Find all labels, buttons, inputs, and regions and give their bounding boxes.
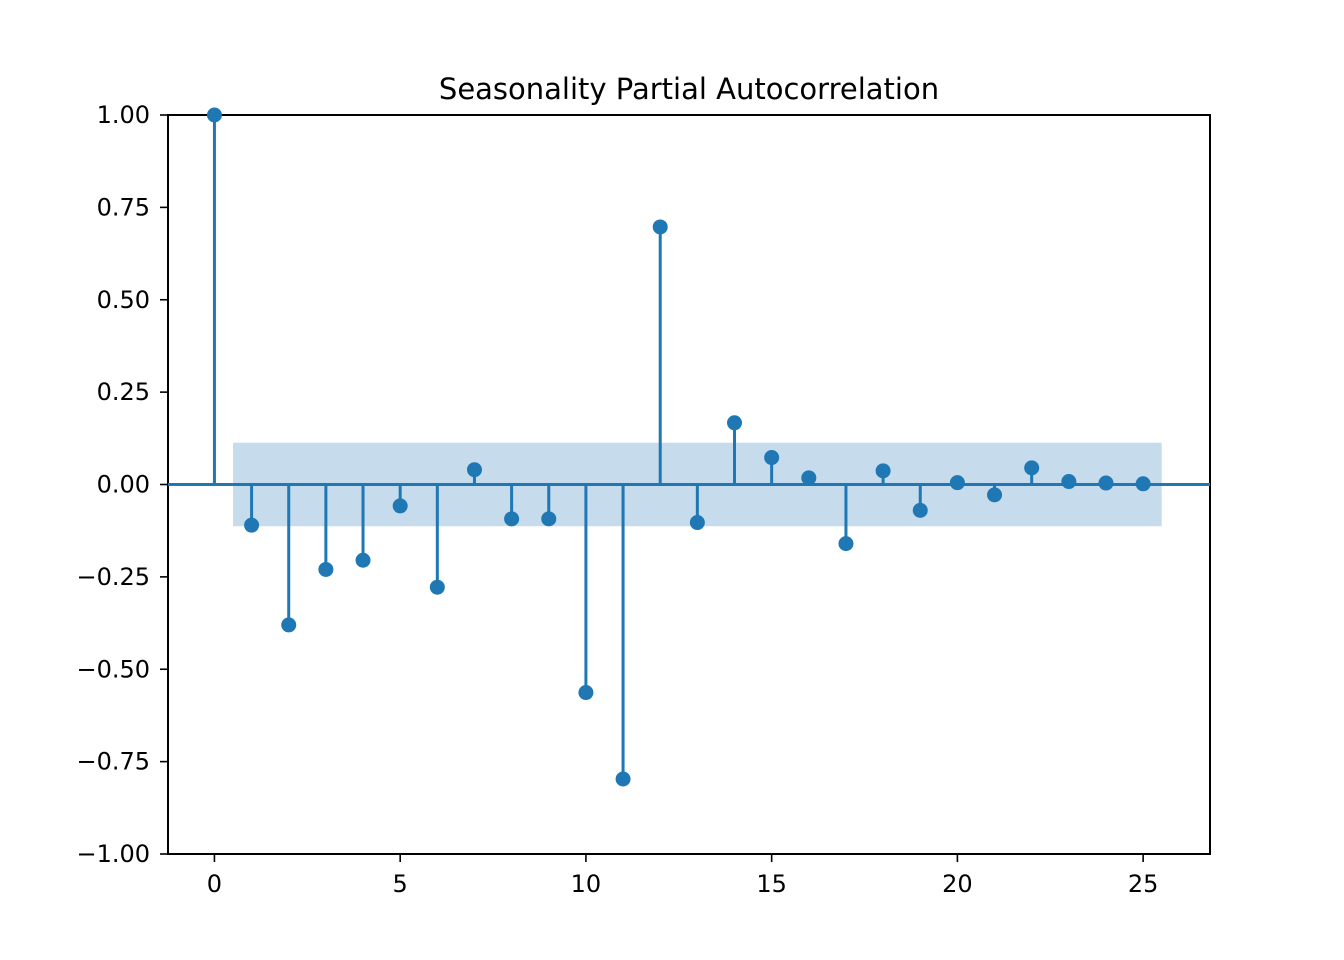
stem-marker-lag-14 (727, 415, 743, 431)
y-tick-label: −0.75 (76, 748, 150, 776)
stem-marker-lag-5 (392, 498, 408, 514)
y-tick-label: 0.25 (97, 378, 150, 406)
y-tick-label: 1.00 (97, 101, 150, 129)
stem-marker-lag-4 (355, 552, 371, 568)
x-tick-label: 0 (207, 870, 222, 898)
chart-title: Seasonality Partial Autocorrelation (439, 72, 939, 106)
stem-marker-lag-19 (912, 502, 928, 518)
stem-marker-lag-24 (1098, 475, 1114, 491)
y-tick-label: 0.75 (97, 193, 150, 221)
stem-marker-lag-18 (875, 463, 891, 479)
stem-marker-lag-15 (764, 450, 780, 466)
stem-marker-lag-17 (838, 536, 854, 552)
stem-marker-lag-2 (281, 617, 297, 633)
y-tick-label: 0.50 (97, 286, 150, 314)
stem-marker-lag-9 (541, 511, 557, 527)
stem-marker-lag-22 (1024, 460, 1040, 476)
y-tick-label: −0.25 (76, 563, 150, 591)
stem-marker-lag-20 (949, 475, 965, 491)
x-tick-label: 20 (942, 870, 973, 898)
tick-layer: 0 5 10 15 20 25 1.00 0.75 0.50 0.25 0.00 −0.25 −0.50… (76, 101, 1158, 898)
x-tick-label: 10 (571, 870, 602, 898)
stem-marker-lag-13 (689, 515, 705, 531)
stem-marker-lag-10 (578, 685, 594, 701)
y-tick-label: 0.00 (97, 471, 150, 499)
x-tick-label: 25 (1128, 870, 1159, 898)
x-tick-label: 5 (393, 870, 408, 898)
stem-marker-lag-6 (429, 579, 445, 595)
stem-marker-lag-16 (801, 470, 817, 486)
stem-marker-lag-1 (244, 517, 260, 533)
stem-marker-lag-3 (318, 561, 334, 577)
x-tick-label: 15 (756, 870, 787, 898)
stem-marker-lag-12 (652, 219, 668, 235)
stem-layer (168, 107, 1210, 787)
stem-marker-lag-11 (615, 771, 631, 787)
stem-marker-lag-8 (504, 511, 520, 527)
y-tick-label: −1.00 (76, 840, 150, 868)
stem-marker-lag-21 (987, 487, 1003, 503)
stem-marker-lag-23 (1061, 474, 1077, 490)
stem-marker-lag-7 (466, 462, 482, 478)
stem-marker-lag-0 (206, 107, 222, 123)
y-tick-label: −0.50 (76, 655, 150, 683)
stem-marker-lag-25 (1135, 476, 1151, 492)
